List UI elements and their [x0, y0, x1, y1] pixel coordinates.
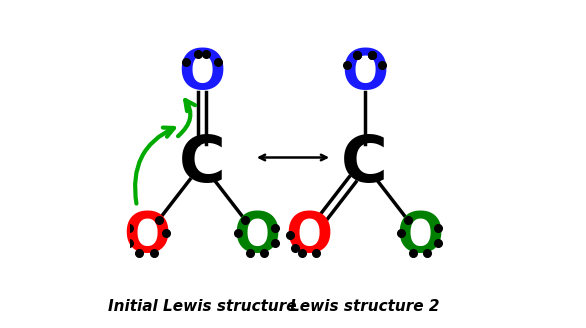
Text: O: O	[123, 209, 170, 262]
Text: O: O	[178, 46, 226, 100]
Text: Lewis structure 2: Lewis structure 2	[290, 298, 440, 314]
Text: O: O	[396, 209, 444, 262]
FancyArrowPatch shape	[178, 100, 195, 136]
Text: O: O	[234, 209, 281, 262]
Text: C: C	[341, 133, 388, 195]
Text: O: O	[341, 46, 388, 100]
FancyArrowPatch shape	[135, 128, 174, 204]
Text: O: O	[286, 209, 333, 262]
Text: Initial Lewis structure: Initial Lewis structure	[108, 298, 297, 314]
Text: C: C	[179, 133, 226, 195]
